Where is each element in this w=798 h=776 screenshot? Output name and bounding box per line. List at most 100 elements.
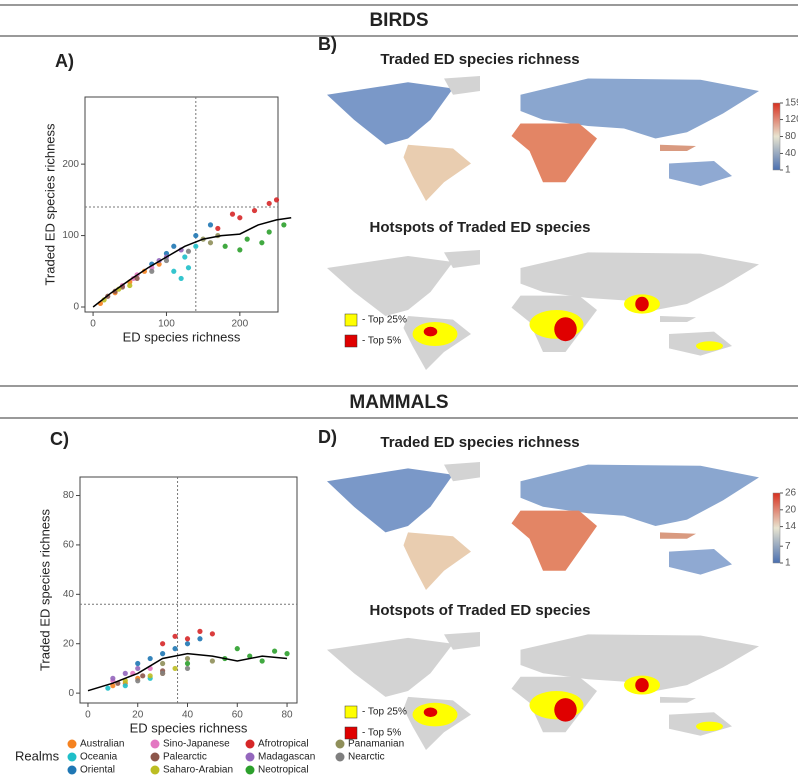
colorbar-label: 26 [785, 488, 797, 499]
point [281, 222, 287, 228]
point [135, 660, 141, 667]
point [127, 282, 133, 289]
point [259, 240, 265, 246]
point [247, 653, 253, 659]
legend-label: Panamanian [348, 739, 404, 750]
land [444, 462, 480, 482]
legend-swatch [344, 726, 358, 740]
y-tick-label: 100 [62, 230, 79, 241]
point [209, 631, 215, 637]
legend-swatch [245, 739, 255, 749]
land [520, 464, 759, 526]
point [185, 265, 192, 271]
point [251, 207, 258, 214]
point [160, 660, 166, 667]
colorbar-label: 80 [785, 131, 797, 142]
legend-swatch [245, 765, 255, 775]
point [266, 229, 272, 235]
point [197, 636, 203, 642]
legend-swatch [344, 705, 358, 719]
legend-title: Realms [15, 748, 60, 763]
point [244, 236, 250, 242]
map-title: Hotspots of Traded ED species [370, 219, 591, 236]
land [403, 532, 471, 590]
map-title: Traded ED species richness [380, 51, 579, 68]
land [520, 634, 759, 691]
x-tick-label: 0 [90, 319, 96, 330]
colorbar-label: 159 [785, 98, 798, 109]
legend-label: - Top 5% [362, 336, 401, 347]
point [105, 685, 111, 691]
x-tick-label: 40 [182, 710, 194, 721]
panel-label: B) [318, 34, 337, 54]
land [327, 256, 453, 316]
point [284, 651, 290, 657]
trend-line [92, 216, 292, 308]
point [171, 243, 177, 249]
point [172, 646, 178, 652]
point [160, 670, 166, 676]
point [207, 240, 214, 246]
panel-label: D) [318, 427, 337, 447]
point [184, 660, 191, 667]
legend-swatch [150, 765, 160, 775]
x-tick-label: 0 [85, 710, 91, 721]
legend-label: - Top 25% [362, 315, 407, 326]
land [511, 123, 597, 183]
legend-swatch [67, 739, 77, 749]
point [110, 675, 116, 681]
legend-label: Palearctic [163, 752, 207, 763]
colorbar-label: 40 [785, 148, 797, 159]
point [178, 275, 184, 282]
section-heading: MAMMALS [349, 392, 448, 413]
point [229, 211, 236, 217]
y-tick-label: 0 [73, 302, 79, 313]
point [184, 665, 191, 672]
land [511, 510, 597, 571]
map-title: Hotspots of Traded ED species [370, 602, 591, 619]
land [669, 161, 732, 186]
x-tick-label: 200 [231, 319, 248, 330]
x-tick-label: 20 [132, 710, 144, 721]
map-title: Traded ED species richness [380, 434, 579, 451]
hotspot [635, 678, 649, 693]
point [163, 257, 170, 264]
point [237, 247, 243, 253]
land [660, 532, 696, 539]
y-tick-label: 0 [68, 688, 74, 699]
point [193, 232, 199, 239]
point [272, 648, 278, 654]
legend-swatch [67, 765, 77, 775]
land [403, 144, 471, 201]
hotspot [423, 707, 438, 717]
hotspot [554, 317, 577, 342]
point [110, 683, 116, 689]
legend-label: Australian [80, 739, 124, 750]
point [149, 268, 155, 274]
panel-label: C) [50, 429, 69, 449]
y-tick-label: 40 [63, 589, 75, 600]
panel-label: A) [55, 51, 74, 71]
legend-swatch [67, 752, 77, 762]
point [122, 670, 128, 676]
land [327, 468, 453, 533]
point [266, 200, 272, 207]
point [172, 633, 178, 639]
x-tick-label: 60 [232, 710, 244, 721]
hotspot [635, 296, 649, 312]
legend-label: Madagascan [258, 752, 315, 763]
legend-label: Oceania [80, 752, 118, 763]
x-tick-label: 80 [281, 710, 293, 721]
point [160, 641, 166, 647]
land [660, 144, 696, 151]
point [122, 683, 128, 689]
point [193, 243, 199, 249]
point [172, 665, 178, 672]
y-axis-label: Traded ED species richness [37, 508, 52, 671]
y-tick-label: 20 [63, 638, 75, 649]
y-tick-label: 200 [62, 159, 79, 170]
trend-line [87, 652, 288, 692]
colorbar-label: 14 [785, 521, 797, 532]
point [134, 275, 140, 282]
legend-swatch [335, 752, 345, 762]
